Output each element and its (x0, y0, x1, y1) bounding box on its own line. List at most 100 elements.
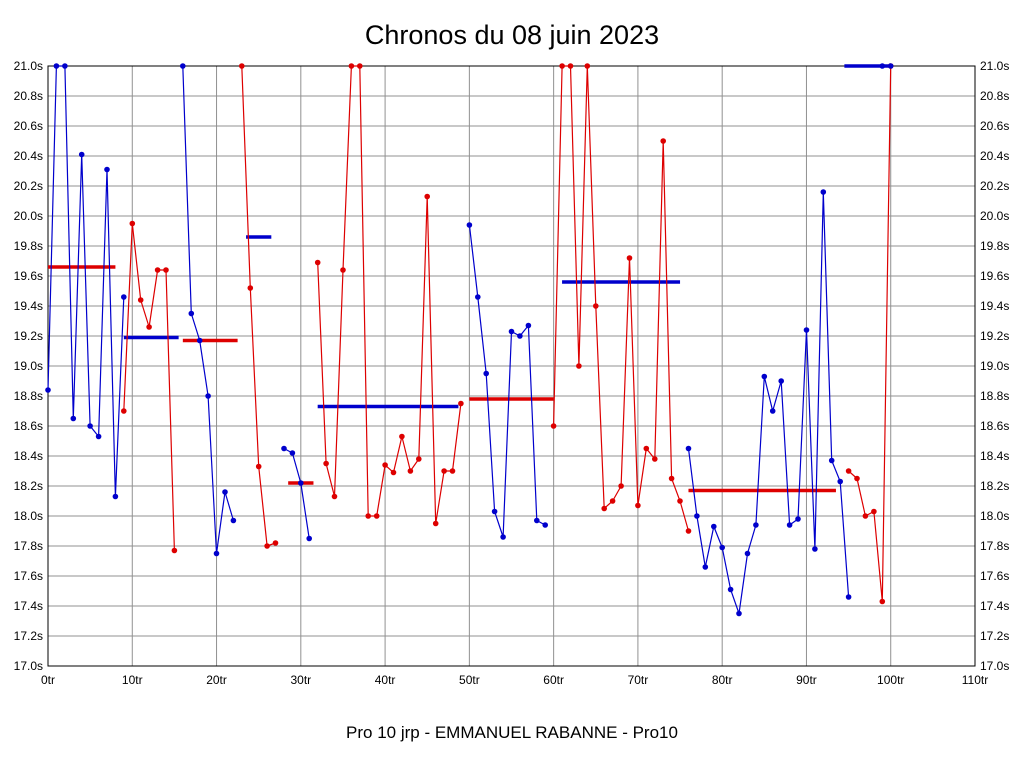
lap-point (53, 63, 60, 69)
lap-point (727, 586, 734, 593)
lap-point (137, 297, 144, 303)
lap-point (239, 63, 245, 69)
lap-point (500, 534, 506, 540)
lap-point (862, 513, 869, 519)
y-tick-label-right: 17.2s (980, 629, 1009, 643)
y-tick-label-right: 19.0s (980, 359, 1009, 373)
lap-point (694, 513, 700, 519)
lap-point (230, 517, 237, 524)
lap-point (70, 415, 77, 422)
stint-line (848, 65, 892, 602)
lap-point (550, 423, 557, 429)
lap-point (769, 408, 776, 414)
lap-point (171, 547, 178, 554)
lap-point (466, 222, 473, 228)
y-tick-label-right: 17.0s (980, 659, 1009, 673)
lap-point (129, 220, 136, 227)
lap-point (188, 310, 195, 317)
lap-point (407, 468, 414, 474)
lap-point (677, 498, 683, 504)
lap-point (820, 189, 827, 195)
lap-point (778, 378, 784, 384)
y-tick-label-right: 19.4s (980, 299, 1009, 313)
stint-line (47, 65, 125, 497)
lap-point (879, 63, 886, 69)
lap-point (660, 138, 666, 144)
chart-subtitle: Pro 10 jrp - EMMANUEL RABANNE - Pro10 (346, 723, 678, 742)
lap-point (542, 522, 548, 528)
lap-point (744, 550, 751, 557)
lap-point (491, 508, 498, 515)
x-tick-label: 0tr (41, 673, 55, 687)
lap-point (390, 469, 397, 476)
y-tick-label-left: 19.2s (14, 329, 43, 343)
y-tick-label-left: 17.8s (14, 539, 43, 553)
x-tick-label: 90tr (796, 673, 817, 687)
lap-point (508, 328, 515, 335)
lap-point (652, 456, 658, 462)
lap-point (112, 493, 119, 500)
lap-point (643, 445, 650, 452)
y-tick-label-right: 17.6s (980, 569, 1009, 583)
lap-point (121, 294, 127, 300)
y-tick-label-right: 17.8s (980, 539, 1009, 553)
lap-point (247, 285, 254, 291)
lap-point (373, 513, 380, 519)
lap-point (761, 373, 768, 380)
lap-point (449, 468, 456, 474)
stint-line (283, 447, 310, 539)
lap-point (95, 433, 102, 440)
lap-point (601, 505, 607, 512)
lap-point (593, 303, 599, 309)
y-tick-label-right: 17.4s (980, 599, 1009, 613)
lap-point (382, 462, 388, 468)
y-tick-label-right: 19.2s (980, 329, 1009, 343)
y-tick-label-right: 18.8s (980, 389, 1009, 403)
lap-point (871, 508, 877, 515)
lap-point (475, 294, 481, 300)
lap-point (559, 63, 565, 69)
lap-point (298, 480, 304, 486)
y-tick-label-right: 19.6s (980, 269, 1009, 283)
y-tick-label-right: 19.8s (980, 239, 1009, 253)
lap-point (222, 489, 228, 495)
lap-point (416, 456, 422, 462)
y-tick-label-right: 18.2s (980, 479, 1009, 493)
lap-point (163, 267, 169, 273)
lap-point (62, 63, 68, 69)
chart-title: Chronos du 08 juin 2023 (364, 20, 660, 50)
y-tick-label-right: 20.6s (980, 119, 1009, 133)
y-tick-label-left: 18.8s (14, 389, 43, 403)
lap-point (306, 535, 313, 542)
lap-point (272, 540, 279, 546)
lap-point (567, 63, 574, 69)
x-tick-label: 80tr (712, 673, 733, 687)
y-tick-label-right: 18.0s (980, 509, 1009, 523)
y-tick-label-right: 21.0s (980, 59, 1009, 73)
y-tick-label-left: 19.8s (14, 239, 43, 253)
lap-point (828, 457, 835, 464)
stint-line (468, 224, 546, 538)
lap-point (323, 460, 329, 467)
y-tick-label-right: 20.2s (980, 179, 1009, 193)
lap-point (517, 333, 523, 339)
lap-point (786, 522, 793, 528)
lap-point (340, 267, 346, 273)
y-tick-label-right: 20.0s (980, 209, 1009, 223)
lap-point (458, 400, 464, 407)
lap-point (837, 478, 843, 485)
lap-point (609, 498, 616, 504)
lap-point (887, 63, 894, 69)
y-tick-label-right: 20.8s (980, 89, 1009, 103)
lap-point (668, 475, 675, 482)
y-tick-label-right: 18.6s (980, 419, 1009, 433)
lap-point (812, 546, 818, 552)
stint-line (317, 65, 462, 524)
lap-point (618, 483, 624, 489)
lap-point (104, 166, 110, 173)
y-tick-label-left: 17.6s (14, 569, 43, 583)
lap-point (711, 523, 717, 530)
x-tick-label: 50tr (459, 673, 480, 687)
y-tick-label-left: 20.2s (14, 179, 43, 193)
